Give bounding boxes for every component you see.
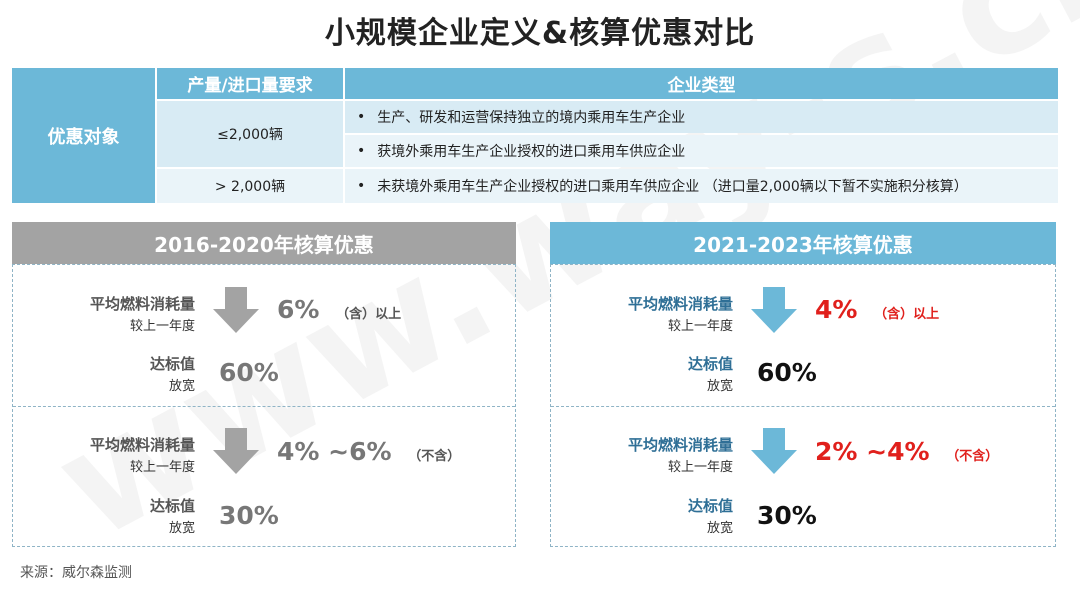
right-panel-title: 2021-2023年核算优惠 — [693, 232, 913, 257]
right-b1-value-text: 4% — [815, 295, 858, 324]
left-panel: 平均燃料消耗量 较上一年度 6% （含）以上 达标值 放宽 60% 平均燃料消耗… — [12, 264, 516, 547]
right-b2-note: （不含） — [946, 449, 999, 464]
req-value-2: > 2,000辆 — [214, 179, 286, 195]
left-b1-std-sub: 放宽 — [168, 379, 195, 394]
left-b2-value-text: 4% ~6% — [277, 437, 392, 466]
left-b2-label-main: 平均燃料消耗量 — [89, 436, 195, 454]
source-note: 来源：威尔森监测 — [20, 565, 132, 581]
right-b1-value: 4% （含）以上 — [815, 295, 939, 324]
left-b2-std-main: 达标值 — [149, 497, 195, 515]
row-label: 优惠对象 — [47, 126, 120, 148]
down-arrow-icon — [751, 428, 797, 474]
left-b2-std-label: 达标值 放宽 — [13, 495, 195, 536]
type-row-2: • 获境外乘用车生产企业授权的进口乘用车供应企业 — [345, 135, 1058, 167]
right-b2-value: 2% ~4% （不含） — [815, 437, 998, 466]
left-b1-value-text: 6% — [277, 295, 320, 324]
left-b1-label-sub: 较上一年度 — [129, 319, 195, 334]
left-panel-title: 2016-2020年核算优惠 — [154, 232, 374, 257]
left-b1-std-value: 60% — [219, 358, 279, 387]
right-b2-std-main: 达标值 — [687, 497, 733, 515]
header-requirement-text: 产量/进口量要求 — [187, 76, 313, 96]
type-text-2: 获境外乘用车生产企业授权的进口乘用车供应企业 — [377, 144, 686, 160]
type-row-3: • 未获境外乘用车生产企业授权的进口乘用车供应企业 （进口量2,000辆以下暂不… — [345, 169, 1058, 203]
right-b2-std-value: 30% — [757, 501, 817, 530]
type-text-1: 生产、研发和运营保持独立的境内乘用车生产企业 — [377, 110, 686, 126]
req-cell-2: > 2,000辆 — [157, 169, 343, 203]
right-b2-value-text: 2% ~4% — [815, 437, 930, 466]
right-b1-std-label: 达标值 放宽 — [551, 353, 733, 394]
right-b2-label-sub: 较上一年度 — [667, 460, 733, 475]
down-arrow-icon — [213, 287, 259, 333]
type-text-3: 未获境外乘用车生产企业授权的进口乘用车供应企业 （进口量2,000辆以下暂不实施… — [377, 179, 968, 195]
right-b2-std-sub: 放宽 — [706, 521, 733, 536]
req-cell-1: ≤2,000辆 — [157, 101, 343, 167]
left-b1-note: （含）以上 — [336, 307, 402, 322]
right-b1-label-main: 平均燃料消耗量 — [627, 295, 733, 313]
left-panel-header: 2016-2020年核算优惠 — [12, 222, 516, 264]
down-arrow-icon — [213, 428, 259, 474]
right-b2-std-label: 达标值 放宽 — [551, 495, 733, 536]
left-b2-std-sub: 放宽 — [168, 521, 195, 536]
right-b2-label: 平均燃料消耗量 较上一年度 — [551, 434, 733, 475]
bullet-icon: • — [357, 109, 366, 125]
left-b1-std-main: 达标值 — [149, 355, 195, 373]
header-type: 企业类型 — [345, 68, 1058, 99]
left-b2-std-value: 30% — [219, 501, 279, 530]
eligibility-table: 优惠对象 产量/进口量要求 企业类型 ≤2,000辆 • 生产、研发和运营保持独… — [12, 68, 1058, 203]
page-title: 小规模企业定义&核算优惠对比 — [324, 16, 756, 51]
left-b2-label: 平均燃料消耗量 较上一年度 — [13, 434, 195, 475]
type-row-1: • 生产、研发和运营保持独立的境内乘用车生产企业 — [345, 101, 1058, 133]
left-b1-label: 平均燃料消耗量 较上一年度 — [13, 293, 195, 334]
right-b1-label-sub: 较上一年度 — [667, 319, 733, 334]
left-b2-value: 4% ~6% （不含） — [277, 437, 460, 466]
bullet-icon: • — [357, 143, 366, 159]
left-b1-label-main: 平均燃料消耗量 — [89, 295, 195, 313]
right-b1-note: （含）以上 — [874, 307, 940, 322]
header-requirement: 产量/进口量要求 — [157, 68, 343, 99]
left-divider — [13, 406, 515, 407]
right-divider — [551, 406, 1055, 407]
down-arrow-icon — [751, 287, 797, 333]
right-b1-std-value: 60% — [757, 358, 817, 387]
right-panel-header: 2021-2023年核算优惠 — [550, 222, 1056, 264]
right-b1-std-sub: 放宽 — [706, 379, 733, 394]
right-b1-std-main: 达标值 — [687, 355, 733, 373]
left-b1-value: 6% （含）以上 — [277, 295, 401, 324]
header-type-text: 企业类型 — [667, 76, 736, 96]
req-value-1: ≤2,000辆 — [217, 127, 283, 143]
row-label-cell: 优惠对象 — [12, 68, 155, 203]
bullet-icon: • — [357, 178, 366, 194]
left-b2-note: （不含） — [408, 449, 461, 464]
right-b2-label-main: 平均燃料消耗量 — [627, 436, 733, 454]
right-b1-label: 平均燃料消耗量 较上一年度 — [551, 293, 733, 334]
left-b1-std-label: 达标值 放宽 — [13, 353, 195, 394]
left-b2-label-sub: 较上一年度 — [129, 460, 195, 475]
right-panel: 平均燃料消耗量 较上一年度 4% （含）以上 达标值 放宽 60% 平均燃料消耗… — [550, 264, 1056, 547]
